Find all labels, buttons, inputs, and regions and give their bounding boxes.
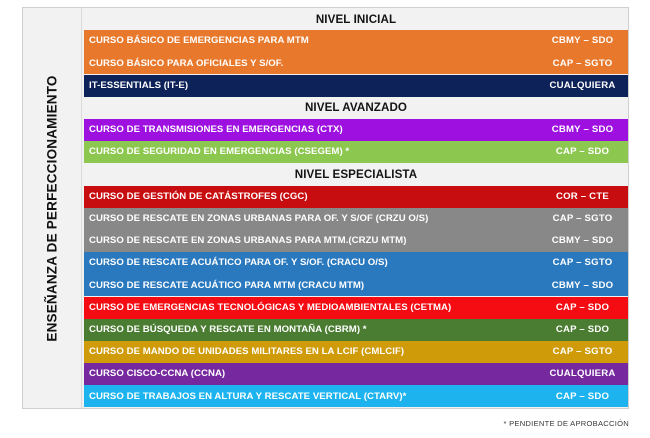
rank-range-label: CBMY – SDO (551, 279, 614, 291)
level-header-row: NIVEL ESPECIALISTA (84, 163, 628, 186)
rank-range-cell: CUALQUIERA (537, 74, 628, 97)
rank-range-label: CAP – SDO (555, 324, 610, 335)
course-name-label: CURSO DE RESCATE EN ZONAS URBANAS PARA O… (89, 213, 429, 224)
vertical-category-band: ENSEÑANZA DE PERFECCIONAMIENTO (23, 8, 82, 408)
course-row[interactable]: CURSO DE RESCATE EN ZONAS URBANAS PARA M… (84, 230, 628, 252)
rank-range-label: CBMY – SDO (551, 35, 614, 47)
course-name-cell: CURSO DE RESCATE ACUÁTICO PARA MTM (CRAC… (84, 274, 537, 297)
course-row[interactable]: CURSO CISCO-CCNA (CCNA) CUALQUIERA (84, 363, 628, 386)
course-name-label: CURSO DE RESCATE ACUÁTICO PARA OF. Y S/O… (89, 257, 388, 269)
course-name-cell: CURSO BÁSICO DE EMERGENCIAS PARA MTM (84, 30, 537, 53)
course-name-label: CURSO BÁSICO PARA OFICIALES Y S/OF. (89, 57, 284, 69)
level-header-label: NIVEL AVANZADO (304, 101, 408, 115)
course-name-label: CURSO CISCO-CCNA (CCNA) (89, 368, 226, 380)
rank-range-cell: CAP – SGTO (537, 207, 628, 230)
rank-range-cell: CAP – SDO (537, 385, 628, 408)
course-name-label: CURSO DE RESCATE EN ZONAS URBANAS PARA M… (89, 235, 407, 247)
rank-range-label: CAP – SGTO (552, 213, 613, 224)
course-name-cell: CURSO DE TRANSMISIONES EN EMERGENCIAS (C… (84, 119, 537, 141)
rank-range-label: CUALQUIERA (549, 368, 616, 380)
rank-range-cell: CAP – SDO (537, 318, 628, 341)
level-header-row: NIVEL INICIAL (84, 8, 628, 30)
course-row[interactable]: CURSO DE SEGURIDAD EN EMERGENCIAS (CSEGE… (84, 141, 628, 164)
course-name-cell: CURSO DE RESCATE EN ZONAS URBANAS PARA O… (84, 207, 537, 230)
course-row[interactable]: CURSO DE EMERGENCIAS TECNOLÓGICAS Y MEDI… (84, 296, 628, 319)
rank-range-label: CAP – SGTO (552, 257, 613, 269)
rank-range-label: CBMY – SDO (551, 124, 614, 136)
course-row[interactable]: CURSO DE RESCATE ACUÁTICO PARA MTM (CRAC… (84, 274, 628, 297)
level-header-label: NIVEL INICIAL (315, 12, 397, 26)
course-name-label: CURSO DE RESCATE ACUÁTICO PARA MTM (CRAC… (89, 279, 365, 291)
course-name-cell: CURSO DE EMERGENCIAS TECNOLÓGICAS Y MEDI… (84, 296, 537, 319)
vertical-category-label: ENSEÑANZA DE PERFECCIONAMIENTO (44, 74, 60, 342)
course-name-cell: CURSO DE TRABAJOS EN ALTURA Y RESCATE VE… (84, 385, 537, 408)
course-name-cell: CURSO DE RESCATE EN ZONAS URBANAS PARA M… (84, 230, 537, 252)
course-row[interactable]: CURSO DE MANDO DE UNIDADES MILITARES EN … (84, 341, 628, 363)
rank-range-label: CAP – SGTO (552, 57, 613, 69)
course-row[interactable]: CURSO DE GESTIÓN DE CATÁSTROFES (CGC) COR… (84, 185, 628, 208)
course-row[interactable]: CURSO DE RESCATE EN ZONAS URBANAS PARA O… (84, 207, 628, 230)
course-row[interactable]: CURSO DE BÚSQUEDA Y RESCATE EN MONTAÑA (… (84, 318, 628, 341)
course-name-cell: CURSO DE BÚSQUEDA Y RESCATE EN MONTAÑA (… (84, 318, 537, 341)
course-row[interactable]: CURSO DE TRANSMISIONES EN EMERGENCIAS (C… (84, 119, 628, 141)
course-row[interactable]: CURSO BÁSICO DE EMERGENCIAS PARA MTM CBMY… (84, 30, 628, 53)
course-name-label: CURSO DE MANDO DE UNIDADES MILITARES EN … (89, 346, 405, 358)
rank-range-cell: CBMY – SDO (537, 30, 628, 53)
course-name-label: CURSO DE GESTIÓN DE CATÁSTROFES (CGC) (89, 190, 308, 202)
footnote-text: * PENDIENTE DE APROBACCIÓN (503, 419, 629, 428)
course-row[interactable]: CURSO DE TRABAJOS EN ALTURA Y RESCATE VE… (84, 385, 628, 408)
course-name-cell: CURSO DE SEGURIDAD EN EMERGENCIAS (CSEGE… (84, 141, 537, 164)
rank-range-cell: CBMY – SDO (537, 119, 628, 141)
course-name-label: IT-ESSENTIALS (IT-E) (89, 79, 189, 91)
rank-range-cell: CAP – SDO (537, 141, 628, 164)
course-name-cell: IT-ESSENTIALS (IT-E) (84, 74, 537, 97)
rank-range-cell: CAP – SDO (537, 296, 628, 319)
levels-rows-container: NIVEL INICIAL CURSO BÁSICO DE EMERGENCIAS… (84, 8, 628, 408)
course-name-cell: CURSO DE MANDO DE UNIDADES MILITARES EN … (84, 341, 537, 363)
rank-range-cell: CBMY – SDO (537, 274, 628, 297)
course-row[interactable]: CURSO DE RESCATE ACUÁTICO PARA OF. Y S/O… (84, 252, 628, 275)
rank-range-label: CBMY – SDO (551, 235, 614, 247)
course-row[interactable]: IT-ESSENTIALS (IT-E) CUALQUIERA (84, 74, 628, 97)
rank-range-label: CAP – SGTO (552, 346, 613, 358)
course-name-label: CURSO DE SEGURIDAD EN EMERGENCIAS (CSEGE… (89, 146, 350, 158)
course-name-cell: CURSO BÁSICO PARA OFICIALES Y S/OF. (84, 52, 537, 75)
rank-range-label: CAP – SDO (555, 301, 610, 313)
course-name-label: CURSO DE BÚSQUEDA Y RESCATE EN MONTAÑA (… (89, 324, 367, 335)
rank-range-cell: CBMY – SDO (537, 230, 628, 252)
level-header-label: NIVEL ESPECIALISTA (294, 167, 418, 181)
rank-range-label: CUALQUIERA (549, 79, 616, 91)
course-name-cell: CURSO DE GESTIÓN DE CATÁSTROFES (CGC) (84, 185, 537, 208)
course-name-label: CURSO DE TRANSMISIONES EN EMERGENCIAS (C… (89, 124, 343, 136)
course-name-cell: CURSO CISCO-CCNA (CCNA) (84, 363, 537, 386)
rank-range-cell: CUALQUIERA (537, 363, 628, 386)
course-name-cell: CURSO DE RESCATE ACUÁTICO PARA OF. Y S/O… (84, 252, 537, 275)
course-name-label: CURSO BÁSICO DE EMERGENCIAS PARA MTM (89, 35, 309, 47)
rank-range-label: CAP – SDO (555, 146, 610, 158)
course-name-label: CURSO DE EMERGENCIAS TECNOLÓGICAS Y MEDI… (89, 301, 452, 313)
rank-range-cell: CAP – SGTO (537, 341, 628, 363)
rank-range-cell: COR – CTE (537, 185, 628, 208)
rank-range-label: CAP – SDO (555, 390, 610, 402)
level-header-row: NIVEL AVANZADO (84, 96, 628, 119)
rank-range-cell: CAP – SGTO (537, 52, 628, 75)
rank-range-cell: CAP – SGTO (537, 252, 628, 275)
rank-range-label: COR – CTE (556, 190, 609, 202)
course-name-label: CURSO DE TRABAJOS EN ALTURA Y RESCATE VE… (89, 390, 407, 402)
course-row[interactable]: CURSO BÁSICO PARA OFICIALES Y S/OF. CAP –… (84, 52, 628, 75)
